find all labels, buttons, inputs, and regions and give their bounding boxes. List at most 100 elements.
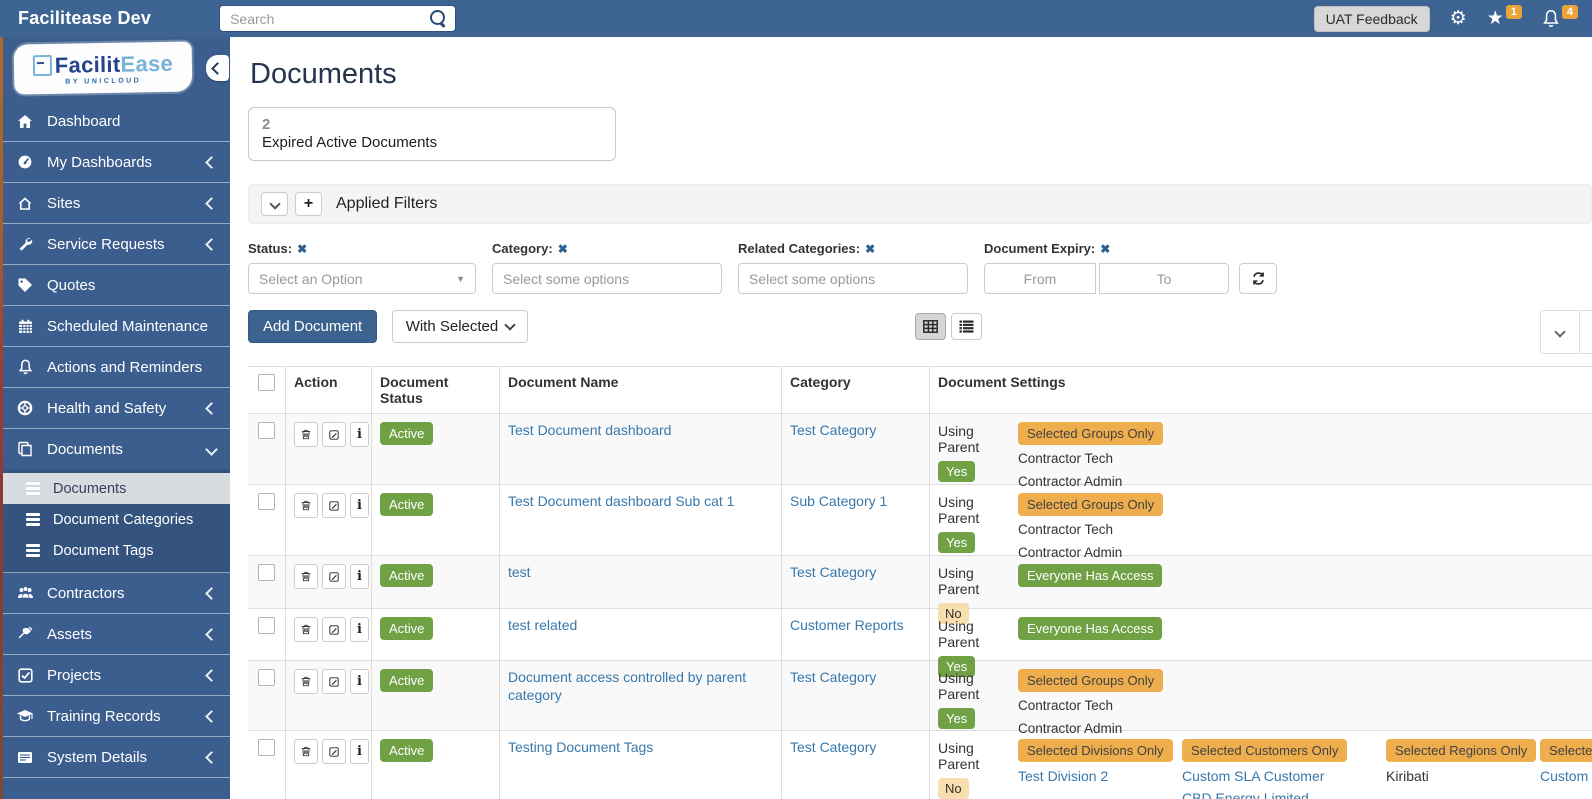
remove-filter-icon[interactable]: ✖ [297, 242, 308, 256]
search-input[interactable] [220, 10, 431, 27]
delete-button[interactable] [294, 617, 318, 642]
site-link[interactable]: Custom SLA Customer [1540, 768, 1592, 784]
split-main-button[interactable]: S [1580, 311, 1592, 353]
category-link[interactable]: Test Category [790, 422, 877, 438]
sidebar-item-scheduled-maintenance[interactable]: Scheduled Maintenance [0, 306, 230, 347]
sidebar-item-contractors[interactable]: Contractors [0, 573, 230, 614]
row-checkbox[interactable] [258, 493, 275, 510]
remove-filter-icon[interactable]: ✖ [865, 242, 876, 256]
document-name-link[interactable]: Document access controlled by parent cat… [508, 669, 747, 703]
sidebar-item-service-requests[interactable]: Service Requests [0, 224, 230, 265]
sidebar-item-health-and-safety[interactable]: Health and Safety [0, 388, 230, 429]
category-link[interactable]: Sub Category 1 [790, 493, 888, 509]
edit-button[interactable] [322, 493, 346, 518]
bell-icon[interactable] [1542, 9, 1560, 29]
split-chevron-button[interactable] [1541, 311, 1580, 353]
app-logo[interactable]: Facilit Ease BY UNICLOUD [13, 41, 193, 95]
info-button[interactable]: i [350, 617, 369, 642]
search-icon[interactable] [430, 10, 446, 25]
with-selected-dropdown[interactable]: With Selected [391, 310, 529, 343]
row-checkbox[interactable] [258, 669, 275, 686]
delete-button[interactable] [294, 739, 318, 764]
access-badge: Everyone Has Access [1018, 617, 1163, 640]
delete-button[interactable] [294, 493, 318, 518]
edit-button[interactable] [322, 739, 346, 764]
sidebar-collapse-button[interactable] [206, 55, 229, 81]
related-categories-multiselect-input[interactable] [738, 263, 968, 294]
region-value: Kiribati [1386, 768, 1429, 784]
remove-filter-icon[interactable]: ✖ [1100, 242, 1111, 256]
document-name-link[interactable]: Testing Document Tags [508, 739, 654, 755]
info-button[interactable]: i [350, 493, 369, 518]
sidebar-item-projects[interactable]: Projects [0, 655, 230, 696]
list-view-button[interactable] [951, 313, 982, 340]
edit-button[interactable] [322, 617, 346, 642]
stat-label: Expired Active Documents [262, 134, 438, 151]
status-select[interactable]: Select an Option ▼ [248, 263, 476, 294]
expiry-from-input[interactable] [984, 263, 1096, 294]
sidebar-item-quotes[interactable]: Quotes [0, 265, 230, 306]
edit-button[interactable] [322, 669, 346, 694]
division-link[interactable]: Test Division 2 [1018, 768, 1109, 784]
collapse-filters-button[interactable] [261, 192, 288, 216]
category-link[interactable]: Test Category [790, 564, 877, 580]
submenu-item-documents[interactable]: Documents [0, 473, 230, 504]
star-icon[interactable]: ★ [1486, 7, 1504, 29]
gear-icon[interactable]: ⚙ [1449, 7, 1467, 29]
expiry-to-input[interactable] [1099, 263, 1229, 294]
group-item: Contractor Tech [1018, 451, 1114, 466]
edit-button[interactable] [322, 422, 346, 447]
refresh-filter-button[interactable] [1239, 263, 1277, 294]
using-parent-badge: No [938, 778, 969, 799]
sidebar-item-documents[interactable]: Documents [0, 429, 230, 469]
sidebar-item-assets[interactable]: Assets [0, 614, 230, 655]
add-document-button[interactable]: Add Document [248, 310, 378, 343]
expired-documents-stat-card[interactable]: 2 Expired Active Documents [248, 107, 616, 161]
edit-button[interactable] [322, 564, 346, 589]
uat-feedback-button[interactable]: UAT Feedback [1313, 5, 1430, 32]
customer-link[interactable]: CBD Energy Limited [1182, 790, 1309, 799]
sidebar-item-system-details[interactable]: System Details [0, 737, 230, 778]
submenu-item-document-tags[interactable]: Document Tags [0, 535, 230, 566]
document-name-link[interactable]: test related [508, 617, 578, 633]
settings-gear[interactable]: ⚙ [1449, 7, 1467, 29]
info-button[interactable]: i [350, 669, 369, 694]
notifications[interactable]: 4 [1542, 4, 1578, 29]
info-button[interactable]: i [350, 739, 369, 764]
delete-button[interactable] [294, 669, 318, 694]
select-all-checkbox[interactable] [258, 374, 275, 391]
global-search[interactable] [219, 5, 457, 32]
menu-bars-icon [26, 482, 43, 495]
category-multiselect-input[interactable] [492, 263, 722, 294]
document-name-link[interactable]: Test Document dashboard [508, 422, 672, 438]
category-link[interactable]: Customer Reports [790, 617, 904, 633]
row-checkbox[interactable] [258, 564, 275, 581]
delete-button[interactable] [294, 564, 318, 589]
document-name-link[interactable]: test [508, 564, 531, 580]
delete-button[interactable] [294, 422, 318, 447]
sidebar-item-dashboard[interactable]: Dashboard [0, 101, 230, 142]
sidebar-item-training-records[interactable]: Training Records [0, 696, 230, 737]
bell-icon [16, 359, 34, 375]
category-link[interactable]: Test Category [790, 739, 877, 755]
favorites[interactable]: ★ 1 [1486, 4, 1522, 29]
sidebar-item-sites[interactable]: Sites [0, 183, 230, 224]
info-button[interactable]: i [350, 422, 369, 447]
group-item: Contractor Admin [1018, 474, 1123, 490]
row-checkbox[interactable] [258, 739, 275, 756]
sidebar-item-my-dashboards[interactable]: My Dashboards [0, 142, 230, 183]
remove-filter-icon[interactable]: ✖ [557, 242, 568, 256]
row-checkbox[interactable] [258, 617, 275, 634]
submenu-item-document-categories[interactable]: Document Categories [0, 504, 230, 535]
sidebar-item-actions-and-reminders[interactable]: Actions and Reminders [0, 347, 230, 388]
add-filter-button[interactable]: + [295, 192, 322, 216]
filter-document-expiry: Document Expiry: ✖ [984, 241, 1277, 294]
wrench-icon [16, 236, 34, 252]
category-link[interactable]: Test Category [790, 669, 877, 685]
table-view-button[interactable] [915, 313, 946, 340]
customer-link[interactable]: Custom SLA Customer [1182, 768, 1325, 784]
info-button[interactable]: i [350, 564, 369, 589]
favorites-badge: 1 [1505, 4, 1522, 19]
document-name-link[interactable]: Test Document dashboard Sub cat 1 [508, 493, 735, 509]
row-checkbox[interactable] [258, 422, 275, 439]
